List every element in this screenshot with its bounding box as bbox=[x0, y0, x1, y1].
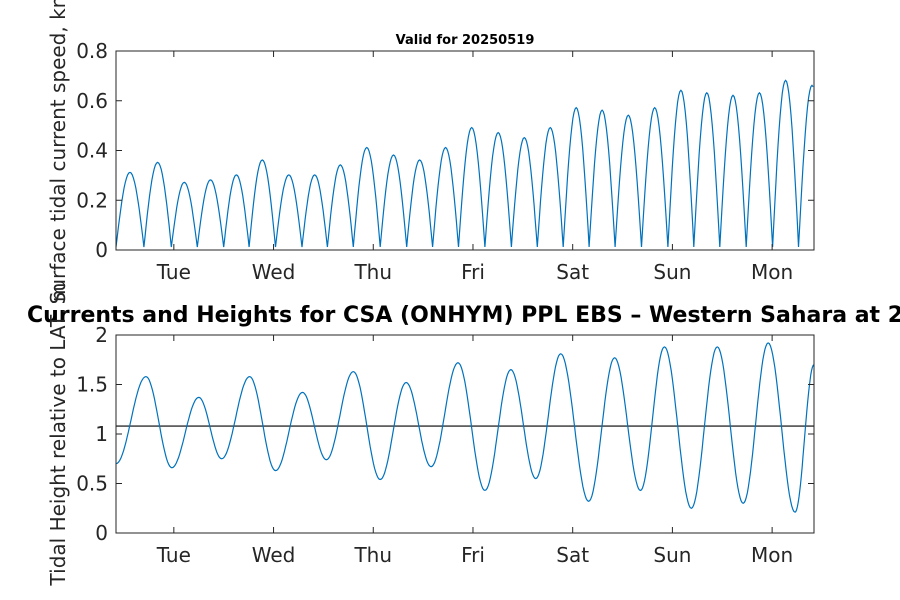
current-speed-ytick-label: 0.6 bbox=[76, 89, 108, 113]
tidal-height-xtick-label: Mon bbox=[751, 543, 793, 567]
current-speed-plot-area bbox=[116, 51, 814, 250]
current-speed-line bbox=[115, 79, 814, 248]
current-speed-xtick-label: Sat bbox=[556, 260, 589, 284]
tidal-height-series bbox=[115, 342, 815, 513]
tidal-height-xtick-label: Fri bbox=[461, 543, 485, 567]
current-speed-xtick-label: Fri bbox=[461, 260, 485, 284]
current-speed-xtick-label: Tue bbox=[156, 260, 191, 284]
tidal-height-chart: 0 0.5 1 1.5 2 Tue Wed Thu Fri Sat Sun Mon Currents … bbox=[27, 283, 900, 587]
tidal-height-ytick-label: 1 bbox=[95, 422, 108, 446]
current-speed-series bbox=[115, 79, 814, 248]
current-speed-ticks: 0 0.2 0.4 0.6 0.8 Tue Wed Thu Fri Sat Sun Mon bbox=[76, 39, 814, 284]
current-speed-title: Valid for 20250519 bbox=[396, 33, 535, 48]
current-speed-axes-box bbox=[115, 50, 815, 251]
tidal-height-axes-box bbox=[115, 334, 815, 534]
current-speed-xtick-label: Wed bbox=[252, 260, 296, 284]
current-speed-ytick-label: 0 bbox=[95, 238, 108, 262]
current-speed-xtick-label: Mon bbox=[751, 260, 793, 284]
current-speed-xtick-label: Thu bbox=[353, 260, 392, 284]
current-speed-xtick-label: Sun bbox=[653, 260, 691, 284]
tidal-height-xtick-label: Wed bbox=[252, 543, 296, 567]
tidal-height-ytick-label: 1.5 bbox=[76, 373, 108, 397]
current-speed-ylabel: Surface tidal current speed, kn bbox=[46, 0, 70, 304]
tidal-height-ytick-label: 0.5 bbox=[76, 472, 108, 496]
tidal-height-xtick-label: Thu bbox=[353, 543, 392, 567]
tidal-height-title: Currents and Heights for CSA (ONHYM) PPL… bbox=[27, 303, 900, 328]
current-speed-ytick-label: 0.2 bbox=[76, 188, 108, 212]
current-speed-ytick-label: 0.4 bbox=[76, 139, 108, 163]
tidal-height-ylabel: Tidal Height relative to LAT, m bbox=[46, 283, 70, 587]
tidal-height-ytick-label: 2 bbox=[95, 323, 108, 347]
tidal-height-xtick-label: Tue bbox=[156, 543, 191, 567]
tidal-height-ytick-label: 0 bbox=[95, 521, 108, 545]
tidal-height-plot-area bbox=[116, 335, 814, 533]
tidal-height-xtick-label: Sat bbox=[556, 543, 589, 567]
current-speed-ytick-label: 0.8 bbox=[76, 39, 108, 63]
current-speed-chart: 0 0.2 0.4 0.6 0.8 Tue Wed Thu Fri Sat Sun Mon Valid… bbox=[46, 0, 815, 304]
tidal-height-line bbox=[115, 342, 815, 513]
tidal-height-xtick-label: Sun bbox=[653, 543, 691, 567]
tidal-height-ticks: 0 0.5 1 1.5 2 Tue Wed Thu Fri Sat Sun Mon bbox=[76, 323, 814, 567]
